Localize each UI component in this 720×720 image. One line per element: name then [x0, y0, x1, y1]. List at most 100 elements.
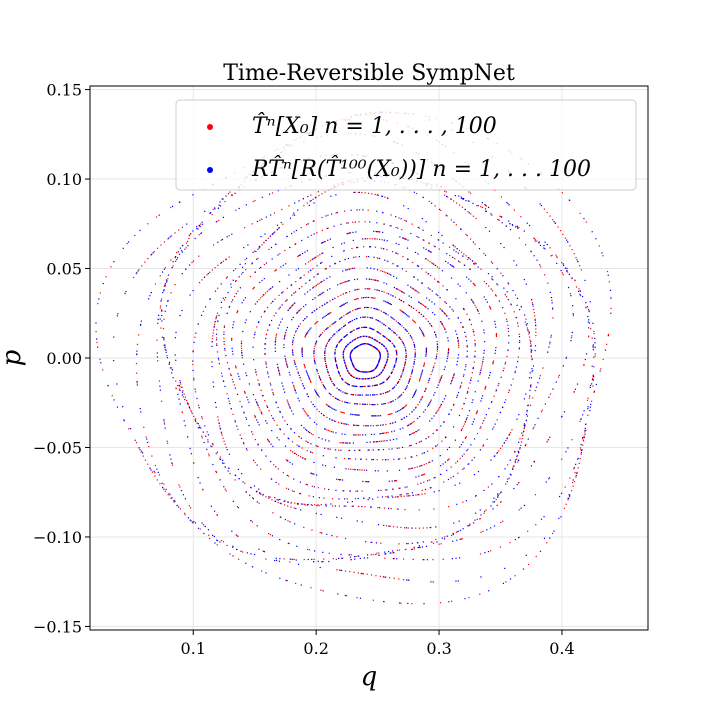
reverse-orbit-point: [354, 468, 356, 471]
reverse-orbit-point: [335, 345, 338, 348]
forward-orbit-point: [202, 310, 204, 312]
reverse-orbit-point: [561, 415, 563, 418]
reverse-orbit-point: [308, 376, 310, 378]
reverse-orbit-point: [591, 365, 593, 367]
reverse-orbit-point: [219, 458, 221, 460]
reverse-orbit-point: [340, 553, 342, 556]
reverse-orbit-point: [312, 496, 314, 498]
reverse-orbit-point: [440, 376, 442, 379]
reverse-orbit-point: [448, 413, 450, 416]
reverse-orbit-point: [365, 278, 368, 280]
reverse-orbit-point: [525, 420, 527, 422]
forward-orbit-point: [387, 260, 389, 262]
reverse-orbit-point: [591, 231, 593, 233]
reverse-orbit-point: [275, 559, 278, 561]
reverse-orbit-point: [277, 499, 279, 501]
reverse-orbit-point: [291, 410, 293, 412]
reverse-orbit-point: [338, 372, 340, 374]
reverse-orbit-point: [228, 368, 230, 370]
forward-orbit-point: [526, 411, 528, 413]
forward-orbit-point: [348, 232, 350, 234]
reverse-orbit-point: [356, 288, 359, 291]
forward-orbit-point: [448, 458, 450, 460]
forward-orbit-point: [284, 249, 286, 252]
forward-orbit-point: [321, 193, 323, 195]
forward-orbit-point: [451, 600, 453, 602]
reverse-orbit-point: [334, 359, 336, 361]
reverse-orbit-point: [309, 289, 311, 291]
reverse-orbit-point: [414, 392, 416, 394]
reverse-orbit-point: [290, 232, 293, 235]
forward-orbit-point: [384, 557, 386, 559]
forward-orbit-point: [465, 397, 467, 400]
forward-orbit-point: [184, 248, 186, 250]
reverse-orbit-point: [361, 505, 363, 508]
forward-orbit-point: [324, 358, 326, 360]
forward-orbit-point: [403, 368, 405, 370]
reverse-orbit-point: [293, 337, 295, 339]
reverse-orbit-point: [299, 376, 301, 379]
reverse-orbit-point: [437, 281, 439, 283]
reverse-orbit-point: [281, 304, 283, 306]
forward-orbit-point: [201, 418, 203, 420]
forward-orbit-point: [192, 350, 194, 352]
reverse-orbit-point: [363, 343, 366, 345]
reverse-orbit-point: [367, 343, 369, 345]
forward-orbit-point: [411, 223, 413, 225]
forward-orbit-point: [324, 191, 326, 193]
reverse-orbit-point: [371, 415, 373, 417]
forward-orbit-point: [279, 410, 281, 412]
forward-orbit-point: [329, 312, 331, 314]
forward-orbit-point: [171, 367, 173, 369]
forward-orbit-point: [338, 505, 340, 507]
reverse-orbit-point: [396, 410, 399, 412]
reverse-orbit-point: [410, 456, 413, 458]
reverse-orbit-point: [343, 325, 345, 328]
reverse-orbit-point: [304, 293, 306, 295]
reverse-orbit-point: [167, 274, 170, 276]
forward-orbit-point: [216, 514, 219, 516]
reverse-orbit-point: [327, 313, 329, 316]
reverse-orbit-point: [351, 362, 353, 364]
forward-orbit-point: [421, 282, 424, 285]
forward-orbit-point: [194, 419, 196, 421]
reverse-orbit-point: [329, 418, 331, 420]
reverse-orbit-point: [572, 305, 574, 307]
reverse-orbit-point: [163, 339, 165, 341]
reverse-orbit-point: [459, 285, 461, 287]
forward-orbit-point: [97, 303, 99, 305]
forward-orbit-point: [427, 436, 430, 438]
reverse-orbit-point: [303, 387, 306, 389]
reverse-orbit-point: [456, 396, 458, 398]
reverse-orbit-point: [167, 300, 169, 302]
forward-orbit-point: [467, 258, 469, 261]
forward-orbit-point: [314, 285, 316, 287]
reverse-orbit-point: [266, 366, 268, 368]
reverse-orbit-point: [572, 479, 574, 481]
forward-orbit-point: [544, 274, 546, 276]
reverse-orbit-point: [392, 422, 394, 424]
reverse-orbit-point: [393, 344, 395, 346]
reverse-orbit-point: [324, 240, 326, 243]
reverse-orbit-point: [207, 529, 210, 531]
forward-orbit-point: [457, 337, 459, 340]
forward-orbit-point: [339, 375, 341, 377]
reverse-orbit-point: [488, 374, 491, 376]
forward-orbit-point: [530, 384, 532, 386]
reverse-orbit-point: [288, 274, 290, 276]
forward-orbit-point: [136, 372, 138, 374]
reverse-orbit-point: [416, 236, 418, 238]
reverse-orbit-point: [139, 407, 141, 410]
reverse-orbit-point: [587, 315, 589, 318]
reverse-orbit-point: [301, 352, 303, 354]
reverse-orbit-point: [249, 494, 251, 496]
forward-orbit-point: [451, 534, 453, 537]
reverse-orbit-point: [358, 414, 360, 416]
reverse-orbit-point: [378, 350, 380, 353]
forward-orbit-point: [511, 429, 513, 431]
forward-orbit-point: [243, 411, 245, 413]
forward-orbit-point: [244, 392, 246, 394]
reverse-orbit-point: [323, 428, 326, 430]
forward-orbit-point: [512, 467, 514, 469]
reverse-orbit-point: [313, 486, 315, 488]
